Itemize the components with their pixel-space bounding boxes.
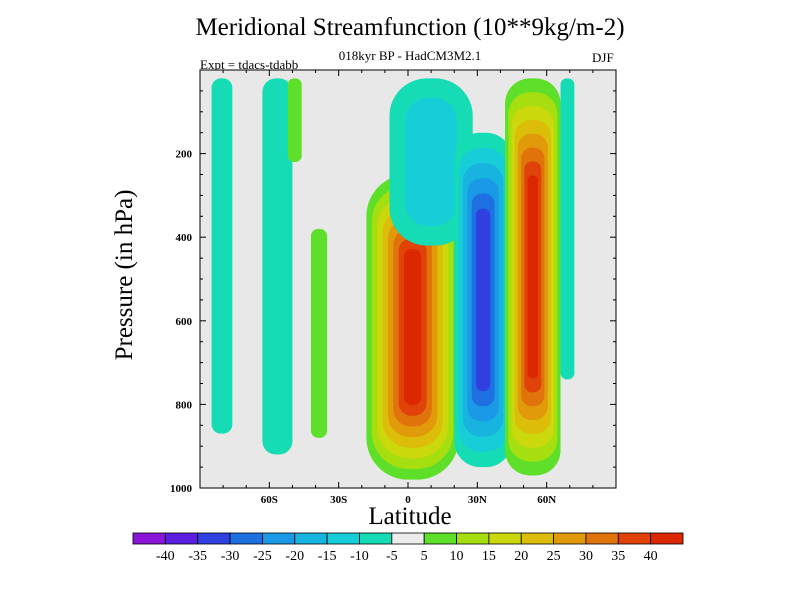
- subtropical-positive-band-level-5: [310, 228, 328, 438]
- x-tick-label: 60N: [537, 494, 556, 506]
- colorbar-label: 15: [482, 549, 496, 564]
- y-tick-label: 600: [176, 316, 193, 328]
- tropical-upper-negative-level--10: [405, 97, 457, 227]
- colorbar-swatch: [294, 532, 328, 545]
- southern-hadley-cell: [366, 174, 459, 480]
- colorbar-swatch: [488, 532, 522, 545]
- colorbar-label: -10: [350, 549, 369, 564]
- colorbar-label: -15: [318, 549, 337, 564]
- colorbar-swatch: [553, 532, 587, 545]
- colorbar-swatch: [164, 532, 199, 545]
- tropical-upper-negative: [389, 78, 473, 246]
- southern-positive-strip: [287, 78, 302, 162]
- colorbar-label: 40: [644, 549, 658, 564]
- x-tick-label: 30S: [330, 494, 347, 506]
- chart-subtitle: 018kyr BP - HadCM3M2.1: [338, 48, 482, 63]
- southern-polar-band: [211, 78, 233, 434]
- colorbar-label: -30: [221, 549, 240, 564]
- colorbar-label: 20: [514, 549, 528, 564]
- colorbar-swatch: [229, 532, 263, 545]
- northern-polar-band: [560, 78, 575, 380]
- colorbar-swatch: [326, 532, 360, 545]
- northern-negative-cell: [454, 132, 512, 468]
- colorbar-swatch: [132, 532, 166, 545]
- northern-negative-cell-level--30: [476, 208, 491, 392]
- colorbar-label: -25: [253, 549, 272, 564]
- colorbar-label: 30: [579, 549, 593, 564]
- chart-title: Meridional Streamfunction (10**9kg/m-2): [195, 14, 625, 41]
- experiment-label: Expt = tdacs-tdabb: [200, 57, 299, 72]
- colorbar-label: 5: [421, 549, 428, 564]
- colorbar-label: 10: [450, 549, 464, 564]
- x-tick-label: 60S: [261, 494, 278, 506]
- colorbar-swatch: [585, 532, 619, 545]
- northern-positive-cell-level-40: [527, 175, 538, 379]
- y-tick-label: 200: [176, 149, 193, 161]
- southern-hadley-cell-level-40: [404, 249, 422, 406]
- subtropical-positive-band: [310, 228, 328, 438]
- colorbar-swatch: [617, 532, 652, 545]
- colorbar-swatch: [650, 532, 684, 545]
- colorbar-label: -35: [188, 549, 207, 564]
- northern-positive-cell: [505, 78, 561, 476]
- y-tick-label: 800: [176, 399, 193, 411]
- southern-midlat-band-level--5: [262, 78, 293, 455]
- colorbar-swatch: [359, 532, 393, 545]
- southern-positive-strip-level-5: [287, 78, 302, 162]
- colorbar-label: 35: [611, 549, 625, 564]
- colorbar-label: -20: [285, 549, 304, 564]
- colorbar-label: -40: [156, 549, 175, 564]
- colorbar-swatch: [520, 532, 554, 545]
- x-axis-label: Latitude: [368, 503, 452, 530]
- y-tick-label: 1000: [170, 483, 193, 495]
- colorbar-swatch: [391, 532, 425, 545]
- x-tick-label: 0: [405, 494, 411, 506]
- colorbar-swatch: [197, 532, 231, 545]
- season-label: DJF: [592, 50, 614, 65]
- colorbar-label: -5: [386, 549, 398, 564]
- colorbar-swatch: [456, 532, 490, 545]
- y-tick-label: 400: [176, 232, 193, 244]
- northern-polar-band-level--5: [560, 78, 575, 380]
- southern-midlat-band: [262, 78, 293, 455]
- colorbar-swatch: [423, 532, 457, 545]
- colorbar-swatch: [262, 532, 296, 545]
- x-tick-label: 30N: [468, 494, 487, 506]
- southern-polar-band-level--5: [211, 78, 233, 434]
- colorbar-label: 25: [547, 549, 561, 564]
